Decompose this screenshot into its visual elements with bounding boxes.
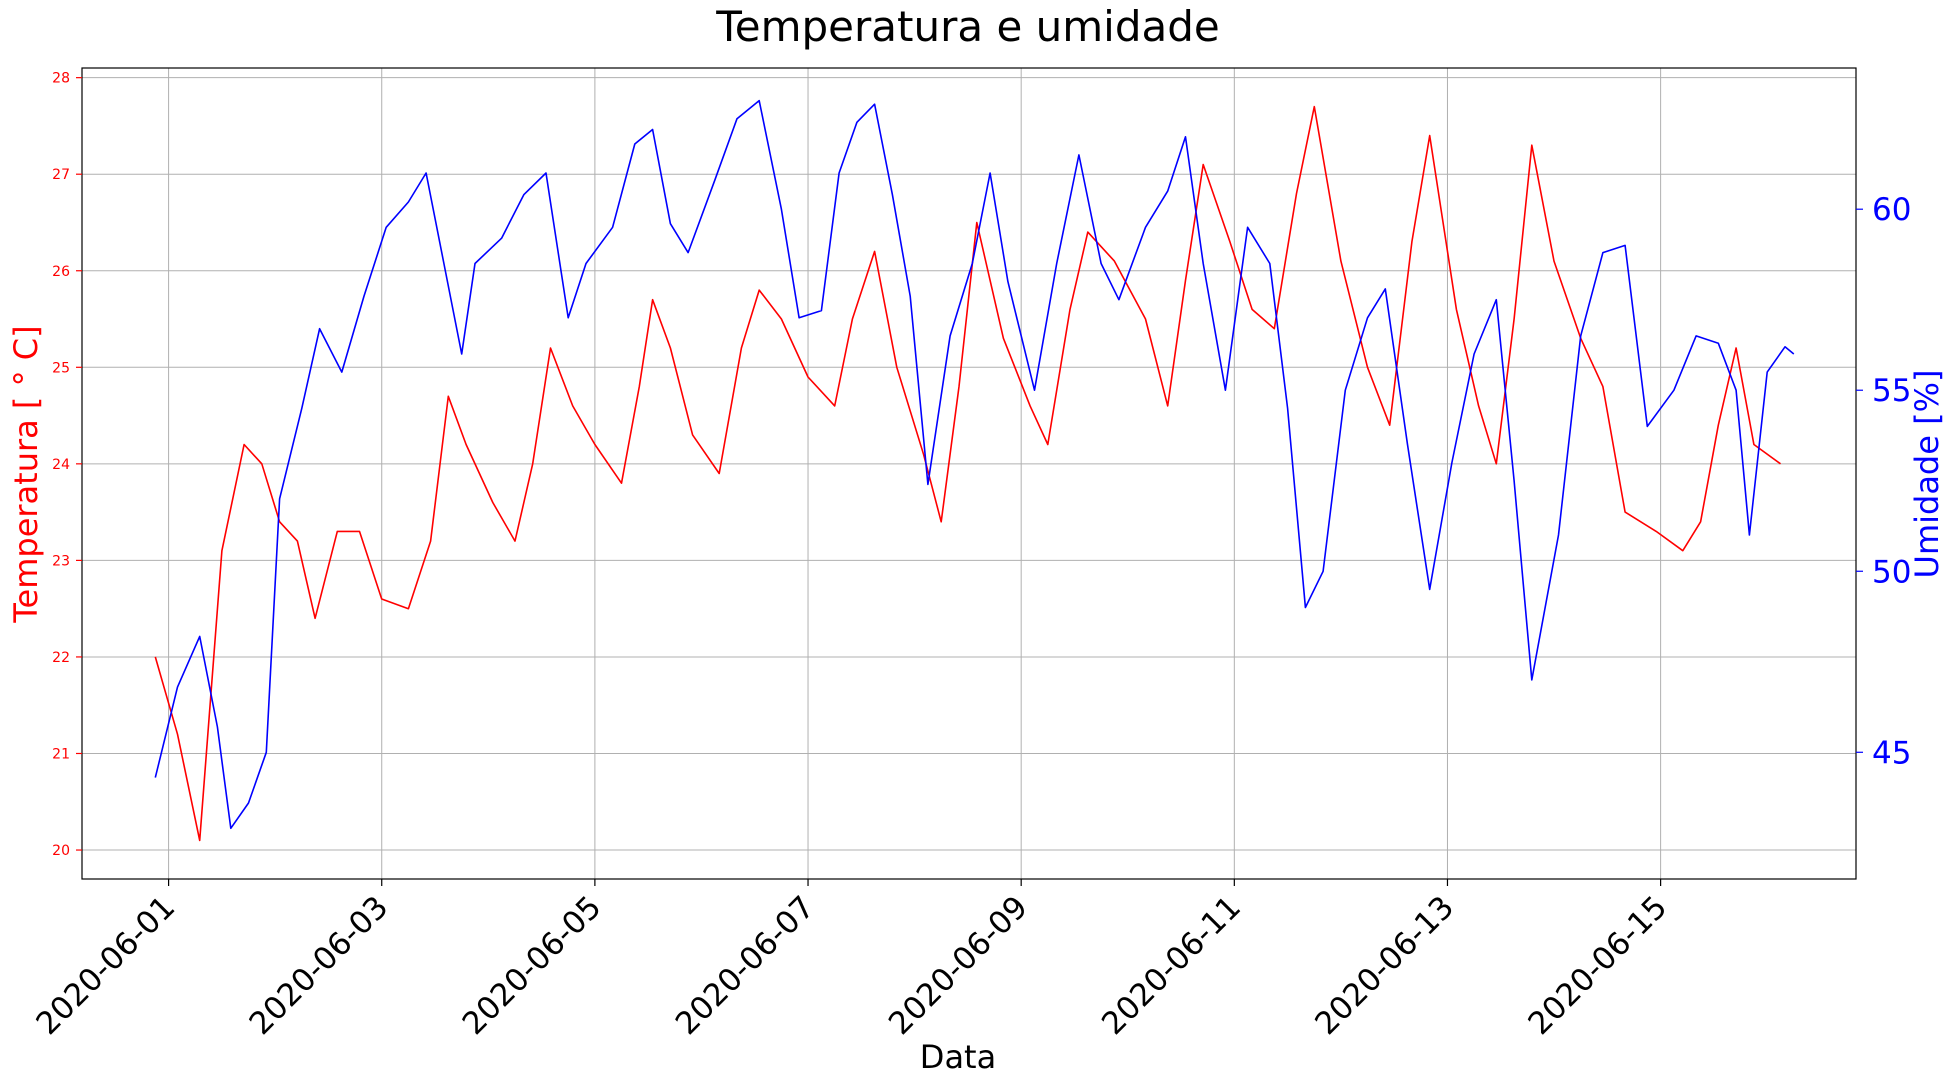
y-left-tick-label: 21: [52, 746, 70, 762]
y-right-axis-label: Umidade [%]: [1908, 370, 1946, 579]
y-right-tick-label: 60: [1872, 192, 1911, 228]
plot-frame: [81, 67, 1857, 880]
y-right-tick-label: 45: [1872, 735, 1911, 771]
grid: [82, 68, 1856, 879]
y-left-tick-label: 20: [52, 843, 70, 859]
y-right-tick-label: 55: [1872, 373, 1911, 409]
series-layer: [154, 99, 1795, 842]
x-axis-label: Data: [920, 1038, 996, 1076]
y-left-tick-label: 24: [52, 457, 70, 473]
y-left-tick-label: 27: [52, 167, 70, 183]
humidity-series-line: [154, 99, 1795, 830]
y-left-tick-label: 23: [52, 553, 70, 569]
y-left-tick-label: 25: [52, 360, 70, 376]
y-right-tick-label: 50: [1872, 554, 1911, 590]
y-left-axis-label: Temperatura [ ° C]: [7, 325, 45, 623]
y-left-tick-label: 22: [52, 650, 70, 666]
chart-title: Temperatura e umidade: [715, 2, 1220, 51]
y-left-tick-label: 26: [52, 264, 70, 280]
y-left-tick-label: 28: [52, 71, 70, 87]
